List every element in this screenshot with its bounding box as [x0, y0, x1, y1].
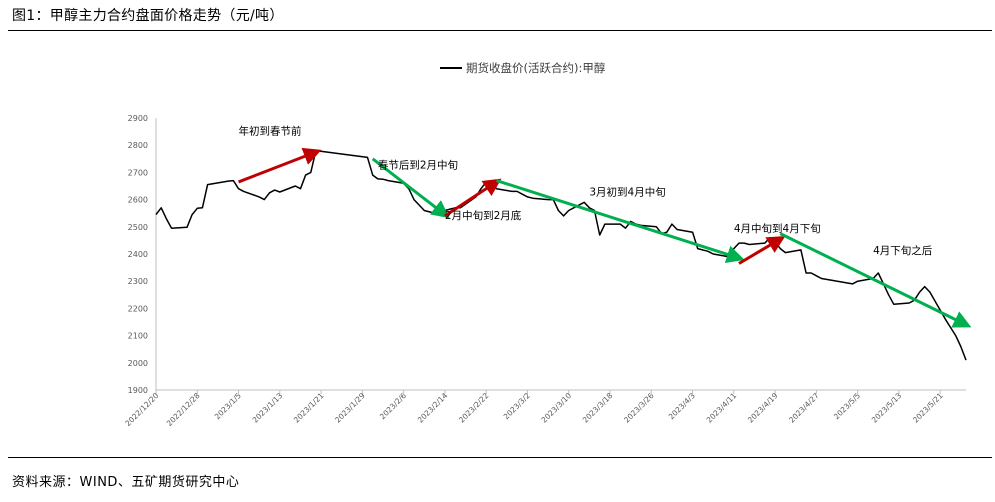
trend-arrow-up: [738, 235, 786, 265]
x-tick-label: 2023/5/21: [911, 391, 945, 425]
y-tick-label: 2600: [128, 196, 148, 205]
y-tick-label: 2500: [128, 223, 148, 232]
methanol-price-chart: 期货收盘价(活跃合约):甲醇 1900 2000 2100 2200 2300 2400 2…: [123, 61, 972, 428]
annotation-label: 4月下旬之后: [873, 244, 932, 257]
y-tick-label: 2900: [128, 114, 148, 123]
trend-arrow-down: [779, 232, 972, 328]
annotation-label: 春节后到2月中旬: [378, 159, 458, 172]
x-tick-label: 2023/5/5: [832, 391, 862, 421]
x-tick-label: 2022/12/28: [165, 391, 202, 428]
x-tick-label: 2023/1/5: [213, 391, 243, 421]
source-note: 资料来源：WIND、五矿期货研究中心: [12, 475, 240, 490]
x-tick-label: 2023/4/3: [667, 391, 697, 421]
y-axis: 1900 2000 2100 2200 2300 2400 2500 2600 2700 2800…: [128, 114, 157, 395]
trend-arrow-up: [238, 147, 322, 184]
y-tick-label: 2200: [128, 304, 148, 313]
y-tick-label: 1900: [128, 386, 148, 395]
trend-arrow-down: [496, 179, 745, 263]
x-tick-label: 2023/5/13: [870, 391, 904, 425]
y-tick-label: 2000: [128, 359, 148, 368]
x-tick-label: 2023/3/10: [540, 391, 574, 425]
y-tick-label: 2100: [128, 332, 148, 341]
trend-arrow-down: [371, 157, 450, 219]
top-rule: [8, 30, 992, 31]
x-tick-label: 2022/12/20: [123, 391, 160, 428]
plot-area: [155, 149, 967, 361]
x-tick-label: 2023/2/14: [416, 391, 450, 425]
y-tick-label: 2700: [128, 168, 148, 177]
annotation-label: 4月中旬到4月下旬: [734, 222, 821, 235]
y-tick-label: 2800: [128, 141, 148, 150]
figure-title: 图1：甲醇主力合约盘面价格走势（元/吨）: [12, 8, 284, 24]
x-tick-label: 2023/3/26: [622, 391, 656, 425]
x-tick-label: 2023/1/21: [292, 391, 326, 425]
x-tick-label: 2023/2/22: [457, 391, 491, 425]
annotation-label: 3月初到4月中旬: [589, 186, 665, 199]
annotation-label: 年初到春节前: [239, 124, 302, 137]
x-tick-label: 2023/1/29: [333, 391, 367, 425]
bottom-rule: [8, 457, 992, 458]
x-tick-label: 2023/4/11: [705, 391, 739, 425]
y-tick-label: 2300: [128, 277, 148, 286]
legend-label: 期货收盘价(活跃合约):甲醇: [466, 61, 606, 75]
x-tick-label: 2023/3/2: [502, 391, 532, 421]
annotation-label: 2月中旬到2月底: [445, 209, 522, 222]
x-tick-label: 2023/1/13: [251, 391, 285, 425]
x-tick-label: 2023/2/6: [378, 391, 408, 421]
x-tick-label: 2023/4/27: [787, 391, 821, 425]
trend-arrow-up: [444, 178, 502, 218]
series-line-methanol: [155, 149, 967, 361]
y-tick-label: 2400: [128, 250, 148, 259]
chart-legend: 期货收盘价(活跃合约):甲醇: [440, 61, 606, 75]
x-tick-label: 2023/4/19: [746, 391, 780, 425]
x-axis: 2022/12/20 2022/12/28 2023/1/5 2023/1/13 202…: [123, 389, 966, 428]
x-tick-label: 2023/3/18: [581, 391, 615, 425]
